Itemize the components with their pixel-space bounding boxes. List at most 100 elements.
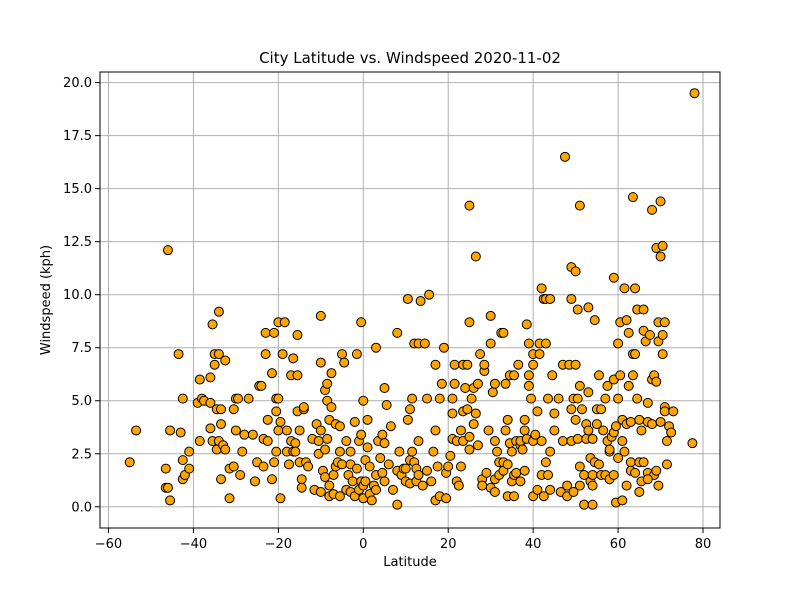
data-point bbox=[617, 436, 628, 447]
data-point bbox=[162, 245, 173, 256]
data-point bbox=[523, 380, 534, 391]
data-point bbox=[407, 446, 418, 457]
x-tick-label: −20 bbox=[265, 537, 292, 552]
data-point bbox=[424, 289, 435, 300]
data-point bbox=[366, 495, 377, 506]
data-point bbox=[668, 406, 679, 417]
data-point bbox=[269, 327, 280, 338]
data-point bbox=[379, 476, 390, 487]
data-point bbox=[379, 383, 390, 394]
data-point bbox=[587, 469, 598, 480]
data-point bbox=[220, 355, 231, 366]
data-point bbox=[687, 438, 698, 449]
data-point bbox=[360, 476, 371, 487]
data-point bbox=[532, 406, 543, 417]
data-point bbox=[481, 467, 492, 478]
data-point bbox=[377, 467, 388, 478]
data-point bbox=[666, 427, 677, 438]
data-point bbox=[296, 482, 307, 493]
data-point bbox=[574, 461, 585, 472]
data-point bbox=[661, 459, 672, 470]
data-point bbox=[657, 330, 668, 340]
data-point bbox=[377, 429, 388, 440]
data-point bbox=[519, 465, 530, 476]
data-point bbox=[460, 383, 471, 394]
x-tick-label: −60 bbox=[95, 537, 122, 552]
data-point bbox=[430, 425, 441, 436]
data-point bbox=[165, 425, 176, 436]
data-point bbox=[294, 425, 305, 436]
data-point bbox=[562, 480, 573, 491]
data-point bbox=[258, 461, 269, 472]
data-point bbox=[131, 425, 142, 436]
data-point bbox=[489, 436, 500, 447]
data-point bbox=[445, 450, 456, 461]
data-point bbox=[177, 455, 188, 466]
data-point bbox=[489, 486, 500, 497]
data-point bbox=[288, 353, 299, 364]
data-point bbox=[402, 414, 413, 425]
data-point bbox=[634, 486, 645, 497]
data-point bbox=[379, 438, 390, 449]
data-point bbox=[627, 192, 638, 203]
data-point bbox=[464, 444, 475, 455]
data-point bbox=[523, 370, 534, 381]
data-point bbox=[326, 402, 337, 413]
data-point bbox=[621, 480, 632, 491]
data-point bbox=[322, 378, 333, 389]
y-tick-label: 2.5 bbox=[71, 447, 92, 462]
data-point bbox=[572, 304, 583, 315]
data-point bbox=[630, 283, 641, 294]
data-point bbox=[608, 469, 619, 480]
data-point bbox=[175, 427, 186, 438]
data-point bbox=[356, 429, 367, 440]
data-point bbox=[320, 472, 331, 483]
data-point bbox=[273, 393, 284, 404]
data-point bbox=[266, 368, 277, 379]
data-point bbox=[205, 397, 216, 408]
data-point bbox=[661, 436, 672, 447]
data-point bbox=[326, 368, 337, 379]
data-point bbox=[277, 349, 288, 360]
data-point bbox=[543, 469, 554, 480]
data-point bbox=[194, 436, 205, 447]
data-point bbox=[209, 359, 220, 370]
data-point bbox=[574, 480, 585, 491]
data-point bbox=[545, 484, 556, 495]
data-point bbox=[371, 484, 382, 495]
data-point bbox=[600, 393, 611, 404]
data-point bbox=[430, 359, 441, 370]
data-point bbox=[521, 319, 532, 330]
data-point bbox=[506, 446, 517, 457]
data-point bbox=[545, 293, 556, 304]
data-point bbox=[358, 395, 369, 406]
data-point bbox=[334, 491, 345, 502]
x-axis-label: Latitude bbox=[383, 555, 437, 570]
data-point bbox=[583, 387, 594, 398]
data-point bbox=[549, 425, 560, 436]
data-point bbox=[351, 463, 362, 474]
data-point bbox=[224, 493, 235, 504]
data-point bbox=[647, 204, 658, 215]
data-point bbox=[479, 359, 490, 370]
data-point bbox=[583, 425, 594, 436]
data-point bbox=[405, 404, 415, 415]
data-point bbox=[447, 393, 458, 404]
data-point bbox=[596, 404, 607, 415]
data-point bbox=[162, 482, 173, 493]
data-point bbox=[630, 349, 641, 360]
x-tick-label: 0 bbox=[359, 537, 367, 552]
x-tick-label: −40 bbox=[180, 537, 207, 552]
data-point bbox=[315, 425, 326, 436]
data-point bbox=[237, 446, 248, 457]
data-point bbox=[636, 425, 647, 436]
data-point bbox=[160, 463, 171, 474]
data-point bbox=[320, 444, 331, 455]
data-point bbox=[509, 491, 520, 502]
data-point bbox=[205, 372, 216, 383]
data-point bbox=[173, 349, 184, 360]
data-point bbox=[322, 433, 333, 444]
data-point bbox=[630, 467, 641, 478]
y-tick-label: 0.0 bbox=[71, 500, 92, 515]
